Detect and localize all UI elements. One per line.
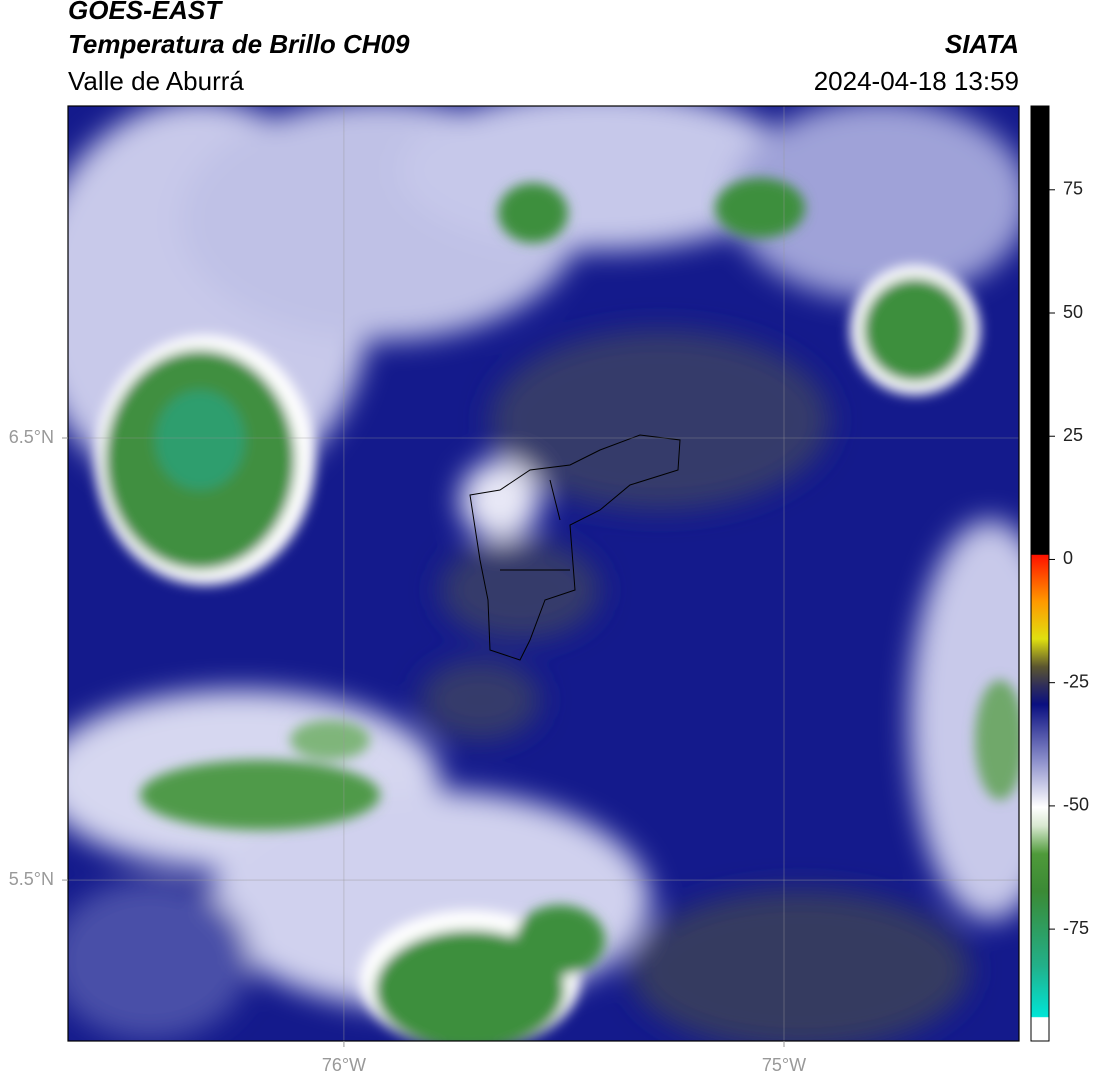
subtitle: Temperatura de Brillo CH09 <box>68 29 410 59</box>
colorbar <box>1030 105 1050 1042</box>
colorbar-tick-label: 75 <box>1063 179 1083 199</box>
region: Valle de Aburrá <box>68 66 244 96</box>
x-tick-label: 76°W <box>322 1055 366 1075</box>
title: GOES-EAST <box>68 0 223 25</box>
colorbar-tick-label: -25 <box>1063 671 1089 691</box>
y-tick-label: 6.5°N <box>9 427 54 447</box>
y-tick-label: 5.5°N <box>9 869 54 889</box>
datetime: 2024-04-18 13:59 <box>814 66 1019 96</box>
map-image <box>68 106 1019 1041</box>
source: SIATA <box>945 29 1019 59</box>
colorbar-tick-label: 0 <box>1063 548 1073 568</box>
colorbar-tick-label: -75 <box>1063 918 1089 938</box>
colorbar-tick-label: -50 <box>1063 795 1089 815</box>
valley-outline <box>469 434 681 661</box>
colorbar-tick-label: 25 <box>1063 425 1083 445</box>
colorbar-tick-label: 50 <box>1063 302 1083 322</box>
map-frame <box>67 105 1020 1042</box>
x-tick-label: 75°W <box>762 1055 806 1075</box>
